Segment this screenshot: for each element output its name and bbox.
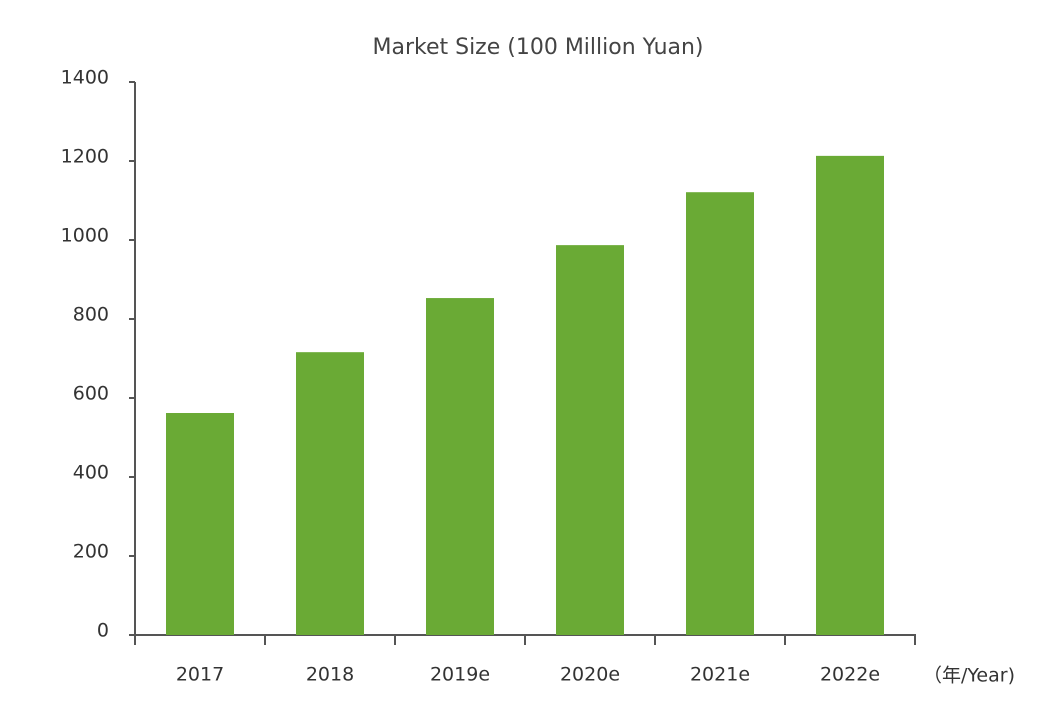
y-tick-label: 1400: [61, 67, 109, 89]
x-tick-label: 2019e: [430, 664, 490, 686]
bar: [556, 245, 624, 635]
y-tick-label: 200: [73, 541, 109, 563]
bar: [686, 192, 754, 635]
y-tick-label: 600: [73, 383, 109, 405]
y-tick-label: 1200: [61, 146, 109, 168]
x-axis-label: （年/Year): [923, 665, 1015, 687]
bar: [816, 155, 884, 636]
bar: [296, 352, 364, 635]
x-tick-label: 2022e: [820, 664, 880, 686]
bar: [426, 298, 494, 635]
x-tick-label: 2020e: [560, 664, 620, 686]
y-tick-label: 0: [97, 620, 109, 642]
y-tick-label: 1000: [61, 225, 109, 247]
bar: [166, 413, 234, 635]
x-tick-label: 2021e: [690, 664, 750, 686]
x-tick-label: 2018: [306, 664, 354, 686]
y-tick-label: 400: [73, 462, 109, 484]
chart-title: Market Size (100 Million Yuan): [372, 35, 703, 60]
x-tick-label: 2017: [176, 664, 224, 686]
y-tick-label: 800: [73, 304, 109, 326]
